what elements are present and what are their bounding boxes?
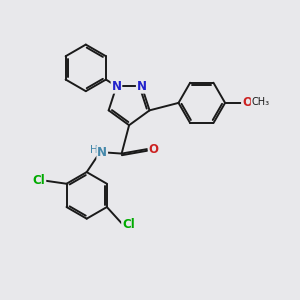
Text: N: N (97, 146, 107, 159)
Text: O: O (242, 96, 252, 110)
Text: N: N (137, 80, 147, 93)
Text: Cl: Cl (33, 174, 45, 187)
Text: CH₃: CH₃ (251, 97, 269, 107)
Text: Cl: Cl (122, 218, 135, 232)
Text: N: N (112, 80, 122, 93)
Text: H: H (90, 145, 98, 155)
Text: O: O (148, 142, 159, 156)
